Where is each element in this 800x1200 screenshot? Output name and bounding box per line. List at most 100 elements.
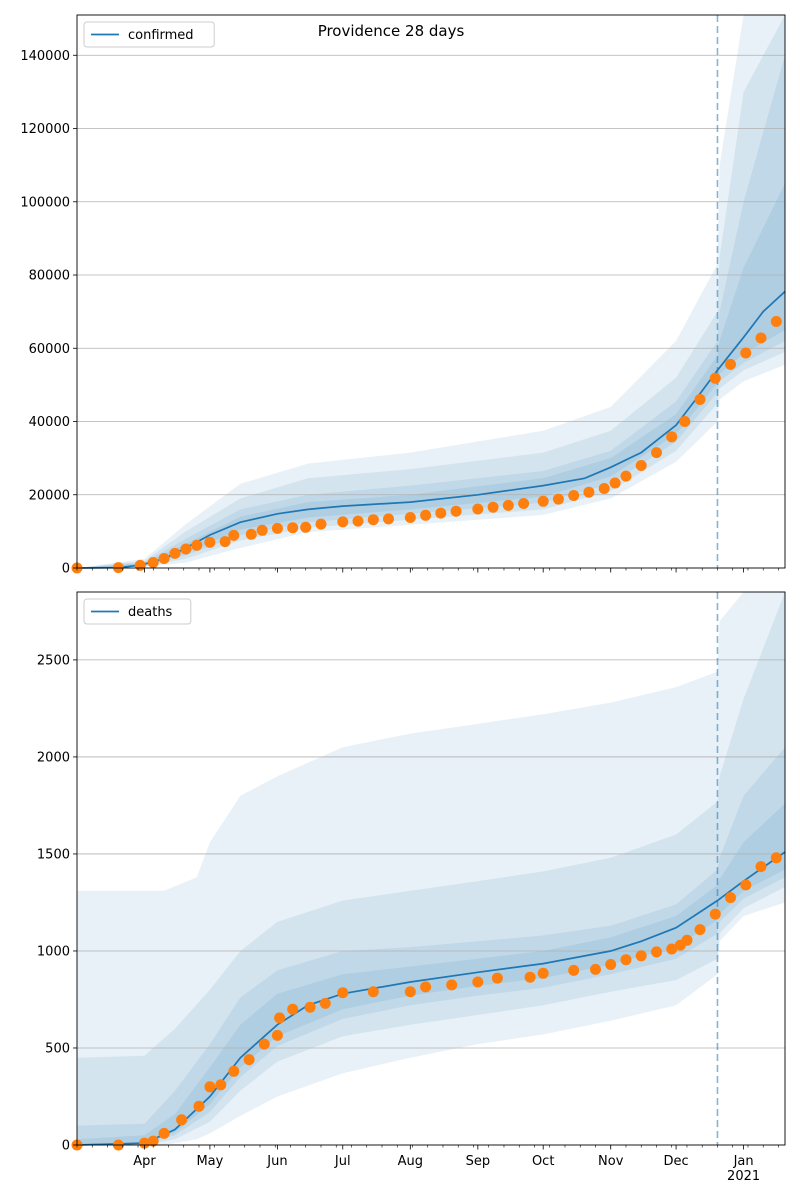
- confirmed-legend-label: confirmed: [128, 28, 194, 43]
- deaths-observed-point: [243, 1054, 255, 1066]
- confirmed-observed-point: [158, 553, 170, 564]
- confirmed-chart-title: Providence 28 days: [318, 22, 465, 40]
- confirmed-ytick-label: 60000: [29, 342, 70, 357]
- confirmed-legend: confirmed: [83, 21, 215, 48]
- confirmed-band-widest: [77, 15, 785, 568]
- confirmed-observed-point: [620, 470, 632, 482]
- deaths-observed-point: [537, 967, 549, 979]
- deaths-observed-point: [228, 1065, 240, 1077]
- confirmed-observed-point: [245, 528, 257, 540]
- deaths-legend: deaths: [83, 598, 192, 625]
- confirmed-observed-point: [352, 515, 364, 527]
- confirmed-observed-point: [487, 501, 499, 513]
- deaths-observed-point: [446, 979, 458, 991]
- confirmed-ytick-label: 140000: [20, 49, 70, 64]
- deaths-ytick-label: 0: [62, 1139, 70, 1154]
- deaths-observed-point: [491, 972, 503, 984]
- confirmed-observed-point: [709, 372, 721, 384]
- deaths-observed-point: [304, 1001, 316, 1013]
- confirmed-observed-point: [219, 536, 231, 548]
- deaths-observed-point: [709, 908, 721, 920]
- confirmed-observed-point: [147, 557, 159, 568]
- confirmed-legend-box: [83, 21, 215, 48]
- deaths-observed-point: [158, 1127, 170, 1139]
- confirmed-ytick-label: 100000: [20, 195, 70, 210]
- confirmed-observed-point: [315, 518, 327, 530]
- confirmed-ytick-label: 0: [62, 562, 70, 577]
- deaths-observed-point: [524, 971, 536, 983]
- confirmed-observed-point: [472, 503, 484, 515]
- confirmed-observed-point: [502, 499, 514, 511]
- deaths-observed-point: [770, 852, 782, 864]
- deaths-observed-point: [420, 981, 432, 993]
- confirmed-observed-point: [271, 522, 283, 534]
- deaths-observed-point: [319, 997, 331, 1009]
- confirmed-ytick-label: 40000: [29, 415, 70, 430]
- deaths-observed-point: [139, 1137, 150, 1149]
- deaths-observed-point: [204, 1081, 216, 1093]
- confirmed-uncertainty-bands: [77, 15, 785, 569]
- confirmed-ytick-label: 80000: [29, 269, 70, 284]
- deaths-ytick-label: 2500: [37, 653, 70, 668]
- confirmed-observed-point: [420, 509, 432, 521]
- deaths-observed-point: [404, 986, 416, 998]
- deaths-band-inner: [77, 803, 785, 1145]
- deaths-axis-ticks: 0 500 1000 1500 2000 2500 Apr May Jun Jul Aug Sep Oc…: [37, 653, 779, 1184]
- deaths-observed-point: [258, 1038, 270, 1050]
- confirmed-observed-point: [725, 358, 736, 370]
- confirmed-observed-point: [337, 516, 349, 528]
- deaths-xtick-label: Nov: [598, 1154, 624, 1169]
- deaths-band-wide: [77, 592, 785, 1145]
- deaths-observed-point: [147, 1135, 159, 1147]
- deaths-ytick-label: 1500: [37, 847, 70, 862]
- confirmed-observed-point: [609, 477, 621, 489]
- deaths-observed-point: [590, 963, 601, 975]
- deaths-observed-point: [193, 1100, 205, 1112]
- confirmed-observed-point: [134, 559, 146, 571]
- deaths-xtick-label: Jan: [733, 1154, 754, 1169]
- deaths-observed-point: [176, 1114, 188, 1126]
- confirmed-observed-point: [180, 543, 192, 555]
- confirmed-observed-point: [367, 514, 379, 526]
- deaths-observed-point: [367, 986, 379, 998]
- deaths-xtick-label: Aug: [398, 1154, 423, 1169]
- deaths-plot-frame: [76, 591, 786, 1146]
- deaths-observed-point: [681, 934, 693, 946]
- deaths-observed-point: [215, 1079, 227, 1091]
- confirmed-observed-point: [256, 524, 268, 536]
- confirmed-gridlines: [77, 54, 785, 496]
- deaths-observed-point: [271, 1029, 283, 1041]
- deaths-legend-label: deaths: [128, 605, 173, 620]
- confirmed-observed-point: [583, 486, 595, 498]
- confirmed-observed-point: [518, 498, 530, 509]
- deaths-legend-box: [83, 598, 192, 625]
- deaths-observed-point: [725, 892, 736, 904]
- confirmed-plot-frame: [76, 14, 786, 569]
- confirmed-band-mid: [77, 55, 785, 569]
- deaths-xtick-label: May: [196, 1154, 223, 1169]
- deaths-observed-point: [620, 954, 632, 966]
- confirmed-observed-point: [450, 505, 462, 517]
- deaths-observed-point: [740, 879, 752, 891]
- confirmed-observed-point: [435, 507, 447, 519]
- deaths-observed-point: [666, 943, 678, 955]
- confirmed-observed-point: [287, 522, 299, 534]
- deaths-observed-point: [694, 924, 706, 936]
- deaths-xtick-label: Dec: [663, 1154, 688, 1169]
- deaths-ytick-label: 1000: [37, 944, 70, 959]
- confirmed-ytick-label: 120000: [20, 122, 70, 137]
- deaths-xtick-label: Jul: [334, 1154, 351, 1169]
- confirmed-ytick-label: 20000: [29, 488, 70, 503]
- confirmed-observed-point: [755, 332, 767, 344]
- deaths-observed-point: [568, 964, 580, 976]
- deaths-observed-point: [755, 861, 767, 873]
- deaths-band-widest: [77, 592, 785, 1145]
- confirmed-observed-point: [740, 347, 752, 359]
- confirmed-observed-point: [598, 483, 610, 494]
- confirmed-observed-point: [770, 316, 782, 327]
- confirmed-observed-point: [568, 490, 580, 501]
- deaths-observed-point: [472, 976, 484, 988]
- deaths-observed-point: [635, 950, 647, 962]
- deaths-observed-point: [287, 1003, 299, 1015]
- confirmed-observed-point: [552, 493, 564, 505]
